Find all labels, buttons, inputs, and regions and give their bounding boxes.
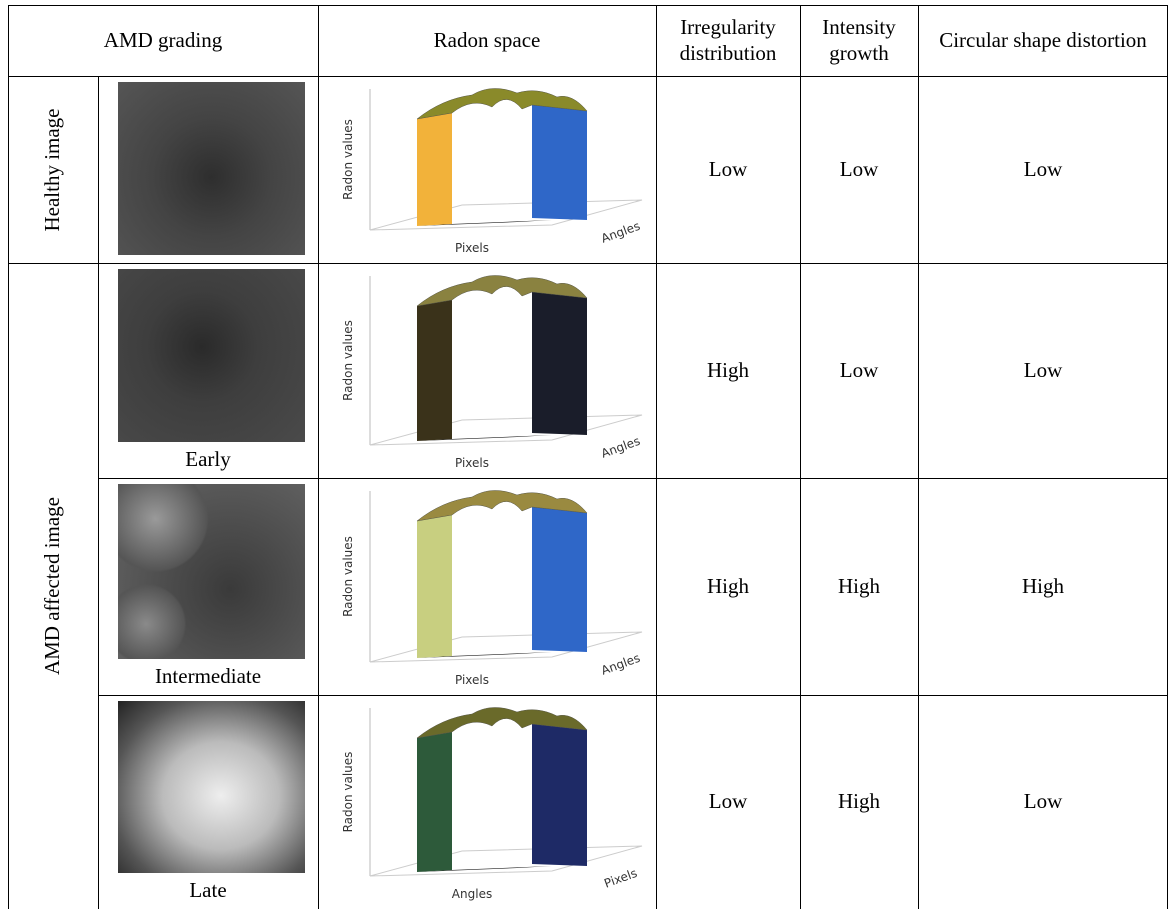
x-axis-label: Pixels — [455, 241, 489, 255]
group-label: AMD affected image — [40, 496, 65, 676]
y-axis-label: Radon values — [341, 536, 355, 617]
rating: High — [838, 573, 880, 598]
fundus-image — [118, 701, 305, 873]
rating: Low — [1023, 156, 1063, 181]
surface — [416, 490, 588, 522]
border — [8, 5, 1168, 6]
header-cell: Irregularity distribution — [679, 15, 777, 65]
x-axis-label: Pixels — [602, 866, 639, 891]
border — [8, 5, 9, 909]
right-wall — [532, 724, 587, 866]
y-axis-label: Radon values — [341, 752, 355, 833]
rating: Low — [1023, 789, 1063, 814]
fundus-image — [118, 269, 305, 442]
x-axis-label: Pixels — [455, 673, 489, 687]
rating: Low — [839, 357, 879, 382]
x-axis-label: Angles — [599, 219, 642, 246]
radon-plot: Radon values Pixels Angles — [341, 88, 643, 255]
rating: High — [707, 573, 749, 598]
border — [8, 263, 1168, 264]
border — [318, 5, 319, 909]
floor-strip — [417, 220, 552, 226]
rating: High — [1022, 573, 1064, 598]
right-wall — [532, 292, 587, 435]
x-axis-label: Angles — [599, 434, 642, 461]
rating: High — [707, 357, 749, 382]
x-axis-label: Angles — [452, 887, 492, 901]
surface — [416, 707, 588, 739]
right-wall — [532, 105, 587, 220]
rating: Low — [708, 789, 748, 814]
rating: Low — [708, 156, 748, 181]
fundus-image — [118, 484, 305, 659]
header-cell: AMD grading — [103, 27, 223, 52]
rating: Low — [1023, 357, 1063, 382]
stage-label: Intermediate — [154, 664, 262, 689]
floor — [369, 414, 643, 446]
y-axis-label: Radon values — [341, 320, 355, 401]
rating: Low — [839, 156, 879, 181]
left-wall — [417, 732, 452, 872]
floor — [369, 199, 643, 231]
stage-label: Late — [189, 878, 227, 903]
floor-strip — [417, 652, 552, 658]
floor — [369, 631, 643, 663]
border — [98, 695, 1168, 696]
border — [98, 478, 1168, 479]
fundus-image — [118, 82, 305, 255]
border — [1167, 5, 1168, 909]
rating: High — [838, 789, 880, 814]
radon-plot: Radon values Pixels Angles — [341, 490, 643, 687]
left-wall — [417, 113, 452, 226]
header-cell: Circular shape distortion — [939, 27, 1147, 52]
border — [800, 5, 801, 909]
left-wall — [417, 515, 452, 658]
border — [8, 76, 1168, 77]
y-axis-label: Radon values — [341, 119, 355, 200]
floor-strip — [417, 866, 552, 872]
left-wall — [417, 300, 452, 441]
border — [98, 76, 99, 909]
x-axis-label: Pixels — [455, 456, 489, 470]
surface — [416, 88, 588, 120]
radon-plot: Radon values Angles Pixels — [341, 707, 643, 901]
right-wall — [532, 507, 587, 652]
header-cell: Radon space — [433, 27, 541, 52]
border — [656, 5, 657, 909]
header-cell: Intensity growth — [822, 15, 896, 65]
stage-label: Early — [185, 447, 231, 472]
x-axis-label: Angles — [599, 651, 642, 678]
radon-plot: Radon values Pixels Angles — [341, 275, 643, 470]
surface — [416, 275, 588, 307]
border — [918, 5, 919, 909]
floor — [369, 845, 643, 877]
group-label: Healthy image — [40, 107, 65, 232]
floor-strip — [417, 435, 552, 441]
